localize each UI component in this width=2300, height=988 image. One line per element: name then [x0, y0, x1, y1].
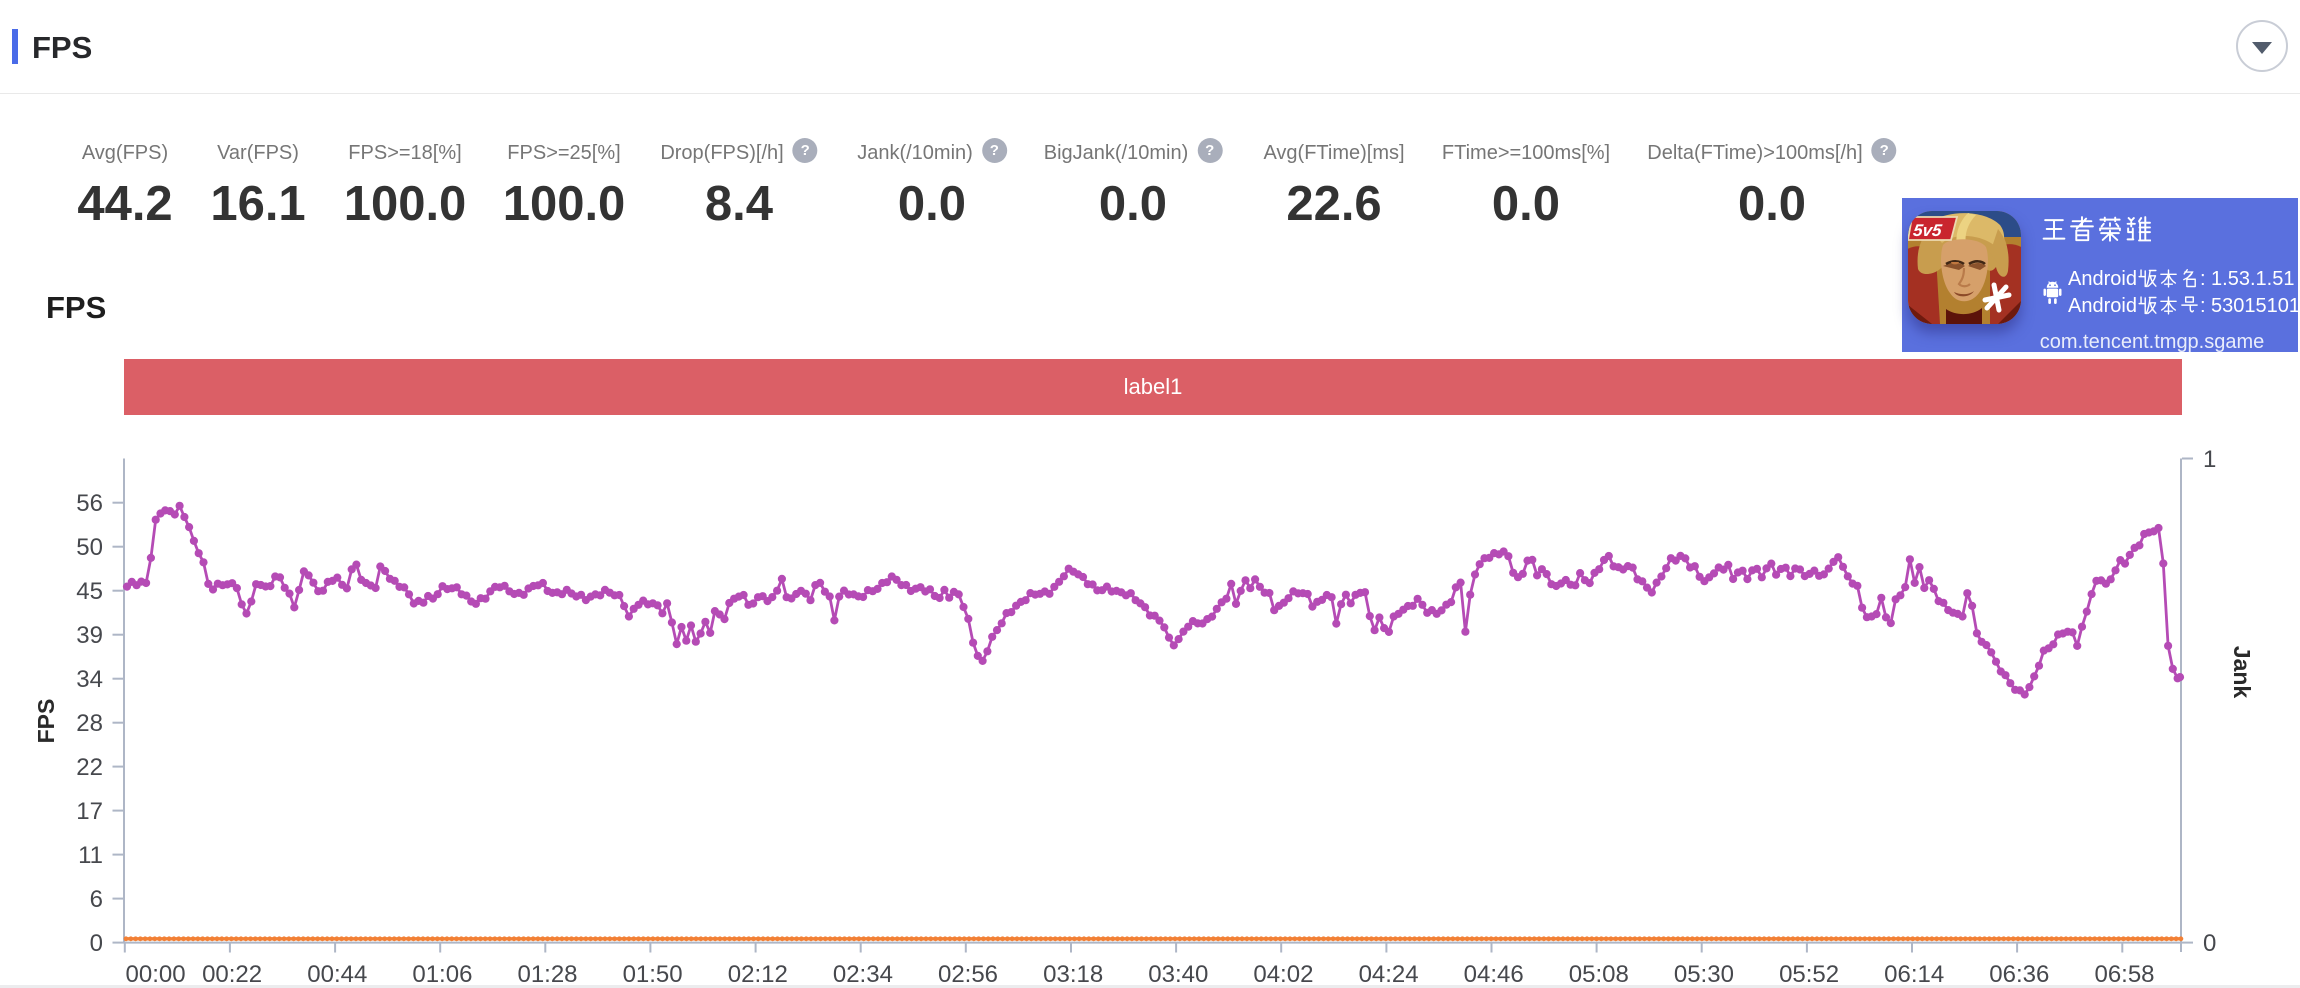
svg-text:00:22: 00:22	[202, 961, 262, 988]
svg-text:06:36: 06:36	[1989, 961, 2049, 988]
svg-text:5v5: 5v5	[1912, 221, 1944, 240]
svg-text:03:18: 03:18	[1043, 961, 1103, 988]
svg-text:04:24: 04:24	[1359, 961, 1419, 988]
svg-text:45: 45	[76, 578, 103, 605]
svg-text:FPS: FPS	[33, 699, 59, 744]
svg-text:11: 11	[78, 842, 103, 869]
svg-text:06:14: 06:14	[1884, 961, 1944, 988]
svg-text:05:52: 05:52	[1779, 961, 1839, 988]
svg-text:02:34: 02:34	[833, 961, 893, 988]
svg-text:01:50: 01:50	[623, 961, 683, 988]
svg-text:6: 6	[90, 886, 103, 913]
svg-text:22: 22	[76, 754, 103, 781]
svg-text:04:02: 04:02	[1253, 961, 1313, 988]
svg-text:04:46: 04:46	[1464, 961, 1524, 988]
svg-text:05:30: 05:30	[1674, 961, 1734, 988]
svg-text:01:28: 01:28	[517, 961, 577, 988]
svg-text:Jank: Jank	[2229, 646, 2255, 699]
svg-text:03:40: 03:40	[1148, 961, 1208, 988]
svg-text:34: 34	[76, 666, 103, 693]
svg-text:1: 1	[2203, 446, 2216, 473]
svg-text:56: 56	[76, 490, 103, 517]
svg-text:06:58: 06:58	[2094, 961, 2154, 988]
svg-text:17: 17	[76, 798, 103, 825]
svg-text:0: 0	[90, 930, 103, 957]
svg-text:00:44: 00:44	[307, 961, 367, 988]
svg-text:02:12: 02:12	[728, 961, 788, 988]
svg-text:05:08: 05:08	[1569, 961, 1629, 988]
svg-text:50: 50	[76, 534, 103, 561]
svg-text:28: 28	[76, 710, 103, 737]
svg-text:00:00: 00:00	[126, 961, 186, 988]
svg-text:39: 39	[76, 622, 103, 649]
svg-text:0: 0	[2203, 930, 2216, 957]
svg-text:01:06: 01:06	[412, 961, 472, 988]
svg-text:02:56: 02:56	[938, 961, 998, 988]
